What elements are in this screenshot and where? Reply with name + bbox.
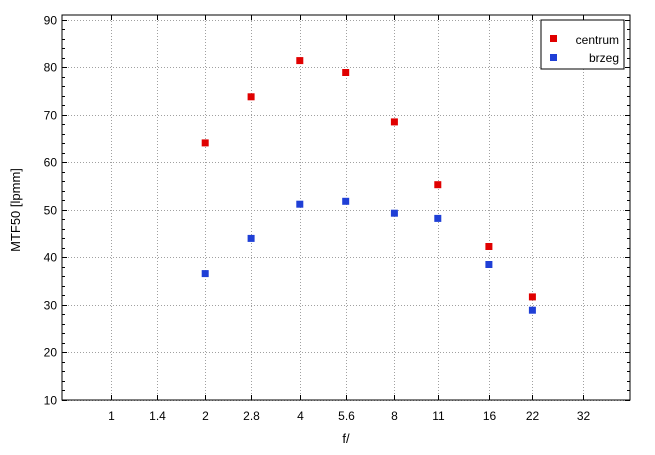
x-axis-title: f/: [342, 431, 350, 446]
data-point-brzeg: [390, 209, 398, 217]
y-tick-label: 80: [44, 61, 58, 75]
y-tick-label: 20: [44, 346, 58, 360]
y-axis-title: MTF50 [lpmm]: [8, 168, 23, 252]
legend: centrum brzeg: [540, 19, 625, 70]
y-tick-label: 30: [44, 299, 58, 313]
data-point-centrum: [390, 118, 398, 126]
x-tick-label: 2: [202, 409, 209, 423]
x-tick-label: 16: [483, 409, 497, 423]
data-point-centrum: [342, 69, 350, 76]
data-point-centrum: [201, 139, 209, 147]
y-tick-label: 60: [44, 156, 58, 170]
x-tick-label: 32: [577, 409, 591, 423]
y-tick-label: 70: [44, 109, 58, 123]
data-point-centrum: [247, 93, 255, 101]
data-point-centrum: [485, 243, 493, 250]
y-tick-label: 90: [44, 14, 58, 28]
legend-marker-centrum: [550, 35, 557, 42]
legend-label-centrum: centrum: [576, 33, 619, 47]
legend-label-brzeg: brzeg: [589, 51, 619, 65]
x-tick-label: 4: [297, 409, 304, 423]
x-tick-label: 5.6: [338, 409, 355, 423]
data-point-brzeg: [296, 200, 304, 208]
y-tick-label: 10: [44, 394, 58, 408]
y-tick-label: 50: [44, 204, 58, 218]
x-tick-label: 2.8: [243, 409, 260, 423]
data-point-brzeg: [528, 306, 536, 314]
legend-marker-brzeg: [550, 54, 557, 61]
x-tick-label: 11: [432, 409, 445, 423]
series-brzeg: [201, 197, 536, 314]
y-tick-label: 40: [44, 251, 58, 265]
grid: [62, 15, 630, 401]
series-centrum: [201, 57, 536, 301]
data-point-centrum: [528, 293, 536, 301]
x-tick-label: 8: [391, 409, 398, 423]
x-tick-label: 22: [526, 409, 540, 423]
ticks: 1 1.4 2 2.8 4 5.6 8 11 16 22 32 10 20 30 40 50 60 70 80 90: [44, 14, 630, 423]
x-tick-label: 1.4: [149, 409, 166, 423]
data-point-brzeg: [247, 234, 255, 242]
x-tick-label: 1: [108, 409, 115, 423]
data-points: [201, 57, 536, 314]
data-point-brzeg: [434, 214, 442, 222]
data-point-brzeg: [342, 197, 350, 205]
data-point-brzeg: [201, 270, 209, 278]
data-point-brzeg: [485, 261, 493, 268]
data-point-centrum: [296, 57, 304, 65]
data-point-centrum: [434, 181, 442, 189]
